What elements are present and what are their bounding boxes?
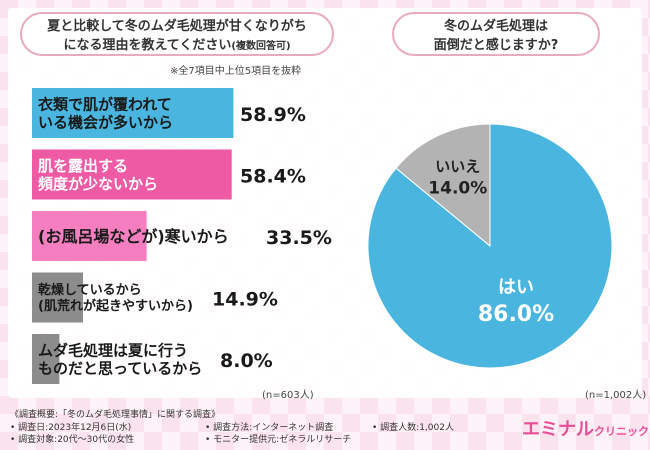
bar-category-label-1-0: 肌を露出する bbox=[38, 157, 128, 175]
bar-category-label-3-1: (肌荒れが起きやすいから) bbox=[38, 298, 193, 314]
bar-value-label-2: 33.5% bbox=[266, 227, 332, 249]
pie-value-label-1: 14.0% bbox=[428, 179, 487, 199]
left-question: 夏と比較して冬のムダ毛処理が甘くなりがち になる理由を教えてください(複数回答可… bbox=[20, 12, 334, 56]
bar-value-label-4: 8.0% bbox=[220, 350, 273, 372]
left-sample-size: (n=603人) bbox=[262, 390, 314, 401]
bar-value-label-0: 58.9% bbox=[240, 104, 306, 126]
bar-category-label-1-1: 頻度が少ないから bbox=[38, 175, 158, 193]
footer-title: 《調査概要:「冬のムダ毛処理事情」に関する調査》 bbox=[10, 410, 221, 420]
footer-method: • 調査方法:インターネット調査 bbox=[205, 423, 334, 433]
bar-2 bbox=[32, 211, 147, 261]
right-question-line1: 冬のムダ毛処理は bbox=[443, 19, 548, 34]
bar-category-label-0-0: 衣類で肌が覆われて bbox=[38, 95, 172, 113]
right-question-line2: 面倒だと感じますか? bbox=[433, 38, 559, 53]
bar-category-label-4-1: ものだと思っているから bbox=[38, 359, 202, 377]
logo-sub: クリニック bbox=[594, 425, 649, 438]
left-note: ※全7項目中上位5項目を抜粋 bbox=[170, 66, 302, 77]
bar-category-label-4-0: ムダ毛処理は夏に行う bbox=[38, 341, 188, 359]
left-question-line2: になる理由を教えてください bbox=[63, 38, 232, 53]
left-question-sub: (複数回答可) bbox=[231, 41, 291, 52]
bar-4 bbox=[32, 334, 60, 384]
logo-main: エミナル bbox=[522, 419, 594, 440]
footer-target: • 調査対象:20代〜30代の女性 bbox=[10, 435, 135, 445]
footer-count: • 調査人数:1,002人 bbox=[372, 423, 454, 433]
clinic-logo: エミナルクリニック bbox=[522, 415, 649, 441]
pie-value-label-0: 86.0% bbox=[478, 302, 554, 327]
pie-category-label-0: はい bbox=[498, 277, 534, 298]
left-question-line1: 夏と比較して冬のムダ毛処理が甘くなりがち bbox=[47, 19, 307, 34]
bar-category-label-3-0: 乾燥しているから bbox=[38, 282, 142, 298]
right-question: 冬のムダ毛処理は 面倒だと感じますか? bbox=[392, 12, 600, 56]
footer-date: • 調査日:2023年12月6日(水) bbox=[10, 423, 132, 433]
bar-0 bbox=[32, 88, 234, 138]
bar-3 bbox=[32, 272, 83, 323]
bar-category-label-0-1: いる機会が多いから bbox=[38, 113, 173, 131]
pie-category-label-1: いいえ bbox=[435, 158, 480, 176]
pie-slice-0 bbox=[367, 123, 613, 369]
bar-1 bbox=[32, 149, 232, 200]
footer-provider: • モニター提供元:ゼネラルリサーチ bbox=[205, 435, 352, 445]
bar-value-label-3: 14.9% bbox=[212, 289, 278, 311]
pie-slice-1 bbox=[395, 123, 491, 248]
bar-category-label-2-0: (お風呂場などが)寒いから bbox=[38, 227, 229, 246]
right-sample-size: (n=1,002人) bbox=[585, 390, 647, 401]
bar-value-label-1: 58.4% bbox=[240, 166, 306, 188]
